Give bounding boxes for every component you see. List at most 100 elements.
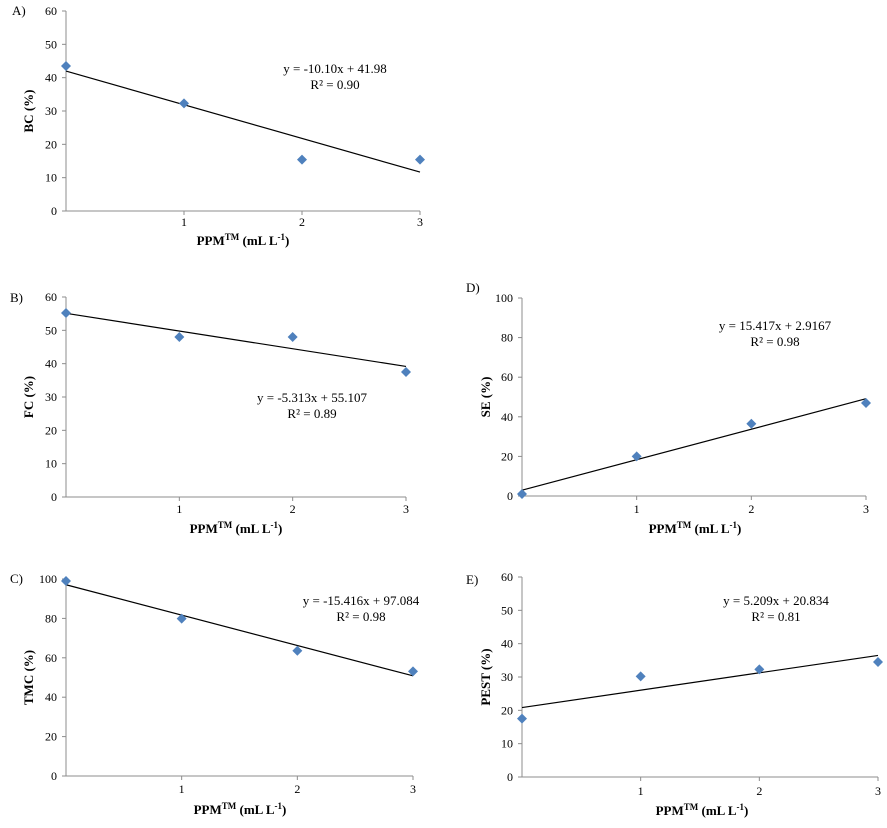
x-tick-label: 3 xyxy=(417,215,423,229)
y-tick-label: 50 xyxy=(501,603,513,617)
y-tick-label: 60 xyxy=(501,570,513,584)
data-point xyxy=(287,332,298,342)
x-axis-label-superscript: TM xyxy=(222,801,237,811)
trend-equation: y = -5.313x + 55.107 xyxy=(257,390,367,405)
x-axis-label-superscript: TM xyxy=(684,802,699,812)
panel-label: B) xyxy=(10,290,23,305)
x-axis-label-part: PPM xyxy=(656,803,684,818)
y-tick-label: 0 xyxy=(51,769,57,783)
data-point xyxy=(631,451,642,462)
chart-panel-5: 0 10 20 30 40 50 60 1 2 3 E) y = 5.209x + 20.834R² … xyxy=(466,570,883,818)
chart-panel-3: 0 20 40 60 80 100 1 2 3 C) y = -15.416x + 97.084R²… xyxy=(10,571,420,817)
y-tick-label: 0 xyxy=(507,770,513,784)
data-point xyxy=(401,367,411,377)
r-squared: R² = 0.89 xyxy=(287,406,336,421)
x-tick-label: 2 xyxy=(299,215,305,229)
x-axis-label-part: (mL L xyxy=(691,521,730,536)
x-axis-label-part: ) xyxy=(285,233,289,248)
panel-label: D) xyxy=(466,280,480,295)
trend-equation: y = -15.416x + 97.084 xyxy=(303,593,420,608)
x-axis-label-part: PPM xyxy=(649,521,677,536)
x-axis-label-part: (mL L xyxy=(698,803,737,818)
x-axis-label-part: PPM xyxy=(190,521,218,536)
r-squared: R² = 0.98 xyxy=(336,609,385,624)
x-axis-label-superscript: -1 xyxy=(278,232,286,242)
trend-equation: y = 5.209x + 20.834 xyxy=(723,593,829,608)
x-tick-label: 3 xyxy=(863,502,869,516)
x-axis-label: PPMTM (mL L-1) xyxy=(197,232,290,248)
trendline xyxy=(65,70,421,173)
x-axis-label: PPMTM (mL L-1) xyxy=(190,520,283,536)
trend-equation: y = -10.10x + 41.98 xyxy=(283,61,387,76)
y-tick-label: 10 xyxy=(501,737,513,751)
chart-panel-1: 0 10 20 30 40 50 60 1 2 3 A) y = -10.10x + 41.98R² … xyxy=(12,3,425,248)
y-tick-label: 40 xyxy=(45,357,57,371)
y-tick-label: 60 xyxy=(45,651,57,665)
y-tick-label: 100 xyxy=(495,291,513,305)
data-point xyxy=(61,575,71,586)
x-tick-label: 1 xyxy=(181,215,187,229)
x-axis-label-superscript: -1 xyxy=(271,520,279,530)
x-tick-label: 2 xyxy=(290,502,296,516)
y-tick-label: 40 xyxy=(45,71,57,85)
panel-label: A) xyxy=(12,3,26,18)
data-point xyxy=(176,613,187,624)
x-tick-label: 2 xyxy=(756,784,762,798)
y-tick-label: 20 xyxy=(45,730,57,744)
x-axis-label-part: (mL L xyxy=(236,802,275,817)
r-squared: R² = 0.81 xyxy=(751,609,800,624)
y-tick-label: 80 xyxy=(501,331,513,345)
y-tick-label: 10 xyxy=(45,171,57,185)
x-tick-label: 3 xyxy=(410,782,416,796)
data-point xyxy=(861,397,871,408)
y-tick-label: 80 xyxy=(45,611,57,625)
r-squared: R² = 0.90 xyxy=(310,77,359,92)
y-tick-label: 20 xyxy=(501,449,513,463)
y-axis-label: TMC (%) xyxy=(21,650,36,705)
y-tick-label: 50 xyxy=(45,37,57,51)
data-point xyxy=(61,61,71,71)
chart-panel-2: 0 10 20 30 40 50 60 1 2 3 B) y = -5.313x + 55.107R²… xyxy=(10,290,411,536)
x-axis-label-superscript: TM xyxy=(677,520,692,530)
y-tick-label: 20 xyxy=(501,703,513,717)
x-axis-label-part: ) xyxy=(744,803,748,818)
y-tick-label: 10 xyxy=(45,457,57,471)
x-tick-label: 2 xyxy=(748,502,754,516)
y-tick-label: 40 xyxy=(45,690,57,704)
data-point xyxy=(635,671,646,682)
data-point xyxy=(517,489,527,500)
y-axis-label: FC (%) xyxy=(21,376,36,418)
x-tick-label: 2 xyxy=(294,782,300,796)
x-axis-label-part: ) xyxy=(737,521,741,536)
x-tick-label: 3 xyxy=(875,784,881,798)
x-axis-label-superscript: -1 xyxy=(730,520,738,530)
data-point xyxy=(408,666,418,677)
data-point xyxy=(292,645,303,656)
trendline xyxy=(65,312,407,368)
trendline xyxy=(521,398,867,491)
data-point xyxy=(873,657,883,667)
x-axis-label-superscript: -1 xyxy=(275,801,283,811)
x-axis-label-superscript: -1 xyxy=(737,802,745,812)
y-axis-label: PEST (%) xyxy=(478,648,493,705)
data-point xyxy=(754,664,765,675)
y-tick-label: 30 xyxy=(501,670,513,684)
x-axis-label-superscript: TM xyxy=(225,232,240,242)
panel-label: C) xyxy=(10,571,23,586)
x-axis-label-part: ) xyxy=(282,802,286,817)
x-axis-label: PPMTM (mL L-1) xyxy=(194,801,287,817)
x-axis-label-superscript: TM xyxy=(218,520,233,530)
chart-panel-4: 0 20 40 60 80 100 1 2 3 D) y = 15.417x + 2.9167R² … xyxy=(466,280,871,536)
x-axis-label-part: (mL L xyxy=(239,233,278,248)
data-point xyxy=(746,418,757,429)
r-squared: R² = 0.98 xyxy=(750,334,799,349)
y-tick-label: 0 xyxy=(51,490,57,504)
data-point xyxy=(297,154,307,165)
y-tick-label: 30 xyxy=(45,390,57,404)
y-tick-label: 60 xyxy=(45,4,57,18)
y-axis-label: BC (%) xyxy=(21,90,36,133)
x-axis-label-part: PPM xyxy=(194,802,222,817)
y-tick-label: 20 xyxy=(45,423,57,437)
y-tick-label: 60 xyxy=(45,290,57,304)
